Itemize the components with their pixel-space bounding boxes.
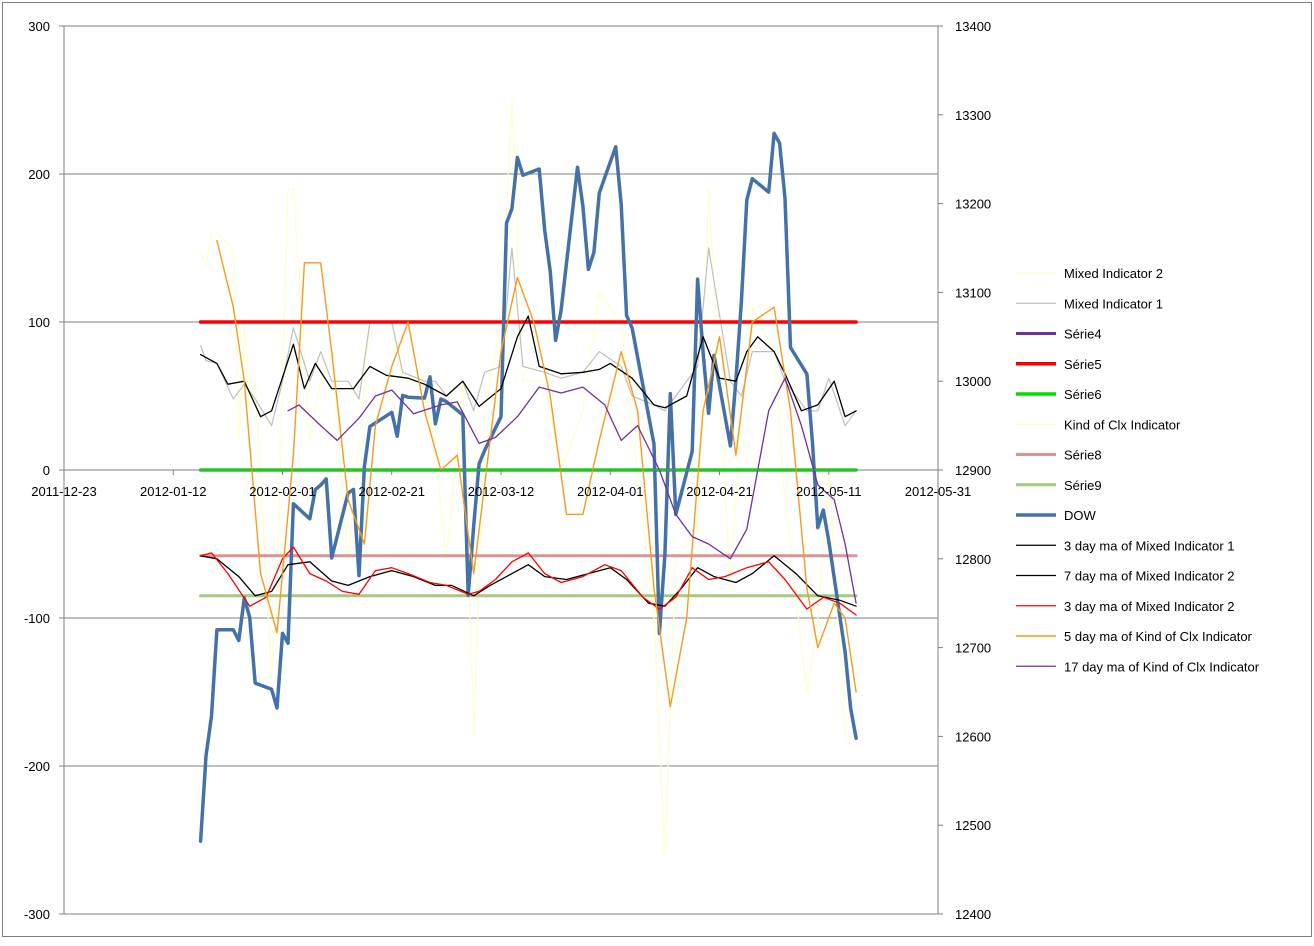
legend-label: Mixed Indicator 1 xyxy=(1064,296,1163,311)
series-line xyxy=(199,315,857,418)
x-tick-label: 2012-02-01 xyxy=(249,484,316,499)
x-tick-label: 2012-02-21 xyxy=(359,484,426,499)
y-left-tick-label: -300 xyxy=(24,907,50,922)
y-right-tick-label: 12800 xyxy=(955,552,991,567)
legend-label: 17 day ma of Kind of Clx Indicator xyxy=(1064,659,1260,674)
legend: Mixed Indicator 2 Mixed Indicator 1 Série4… xyxy=(1016,266,1260,674)
y-left-tick-label: 300 xyxy=(28,19,50,34)
series-line xyxy=(287,377,857,604)
legend-label: Kind of Clx Indicator xyxy=(1064,417,1181,432)
y-left-tick-label: 0 xyxy=(43,463,50,478)
y-right-tick-label: 12700 xyxy=(955,641,991,656)
legend-label: Série6 xyxy=(1064,387,1102,402)
legend-label: 3 day ma of Mixed Indicator 2 xyxy=(1064,599,1235,614)
legend-label: 3 day ma of Mixed Indicator 1 xyxy=(1064,538,1235,553)
axes: 300 200 100 0 -100 -200 -300 13400 13300 13200 131… xyxy=(24,19,991,922)
series-line xyxy=(216,239,857,708)
y-right-tick-label: 12400 xyxy=(955,907,991,922)
legend-label: Mixed Indicator 2 xyxy=(1064,266,1163,281)
legend-label: Série4 xyxy=(1064,327,1102,342)
legend-label: Série9 xyxy=(1064,478,1102,493)
legend-label: Série5 xyxy=(1064,357,1102,372)
y-left-tick-label: 200 xyxy=(28,167,50,182)
legend-label: 5 day ma of Kind of Clx Indicator xyxy=(1064,629,1253,644)
x-tick-label: 2012-05-31 xyxy=(905,484,972,499)
legend-label: Série8 xyxy=(1064,448,1102,463)
y-right-tick-label: 13000 xyxy=(955,374,991,389)
x-tick-label: 2012-04-01 xyxy=(577,484,644,499)
y-left-tick-label: -200 xyxy=(24,759,50,774)
legend-label: DOW xyxy=(1064,508,1097,523)
y-right-tick-label: 13200 xyxy=(955,197,991,212)
x-tick-label: 2012-03-12 xyxy=(468,484,535,499)
x-tick-label: 2012-04-21 xyxy=(686,484,753,499)
x-tick-label: 2012-05-11 xyxy=(796,484,862,499)
y-right-tick-label: 13100 xyxy=(955,285,991,300)
x-tick-label: 2012-01-12 xyxy=(140,484,207,499)
y-right-tick-label: 12600 xyxy=(955,729,991,744)
y-right-tick-label: 13400 xyxy=(955,19,991,34)
x-tick-label: 2011-12-23 xyxy=(31,484,97,499)
series-line xyxy=(198,131,858,843)
y-right-tick-label: 13300 xyxy=(955,108,991,123)
legend-label: 7 day ma of Mixed Indicator 2 xyxy=(1064,569,1235,584)
y-left-tick-label: 100 xyxy=(28,315,50,330)
y-left-tick-label: -100 xyxy=(24,611,50,626)
series-line xyxy=(199,546,857,616)
y-right-tick-label: 12900 xyxy=(955,463,991,478)
y-right-tick-label: 12500 xyxy=(955,818,991,833)
